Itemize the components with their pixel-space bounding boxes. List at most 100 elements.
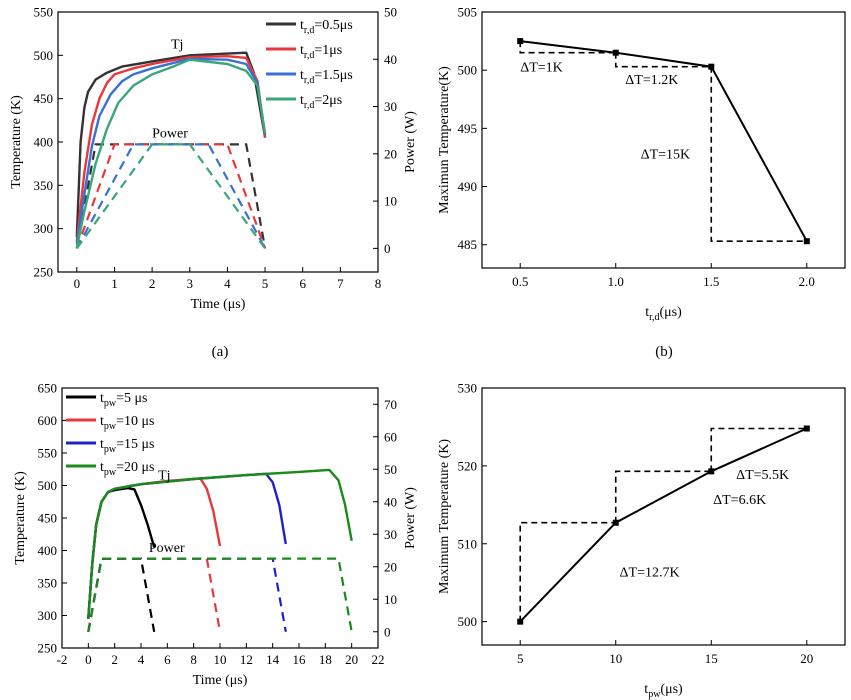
legend-label-main: t <box>300 43 304 58</box>
y-tick-label: 530 <box>458 381 478 396</box>
legend-label-subscript: pw <box>104 398 117 409</box>
delta-step-line <box>519 41 616 54</box>
power-series-line <box>75 143 266 250</box>
x-tick-label: 0 <box>85 652 92 667</box>
y-tick-label: 350 <box>38 576 58 591</box>
temperature-series-line <box>87 486 156 619</box>
x-tick-label: 16 <box>293 652 307 667</box>
delta-t-annotation: ΔT=1.2K <box>625 73 678 88</box>
x-tick-label: 5 <box>517 651 524 666</box>
temperature-series-line <box>87 468 353 619</box>
data-point-marker <box>612 519 619 526</box>
delta-t-annotation: ΔT=6.6K <box>713 493 766 508</box>
delta-step-line <box>519 521 616 622</box>
x-tick-label: 4 <box>138 652 145 667</box>
y2-tick-label: 60 <box>384 429 397 444</box>
max-temperature-line <box>520 40 808 242</box>
panel-caption: (b) <box>655 344 673 360</box>
data-point-marker <box>708 63 715 70</box>
x-axis-label-main: t <box>644 682 648 697</box>
y2-axis-label: Power (W) <box>403 111 418 173</box>
x-axis-label: tpw(μs) <box>644 682 683 700</box>
y-tick-label: 250 <box>34 265 54 280</box>
x-tick-label: 1.5 <box>703 274 719 289</box>
x-tick-label: 4 <box>224 276 231 291</box>
power-series-line <box>87 557 222 632</box>
delta-step-line <box>710 66 807 243</box>
x-axis-label-rest: (μs) <box>660 682 683 697</box>
legend-label-rest: =20 μs <box>116 460 154 475</box>
x-tick-label: -2 <box>57 652 68 667</box>
x-tick-label: 10 <box>214 652 227 667</box>
legend-label-subscript: pw <box>104 421 117 432</box>
x-axis-label: Time (μs) <box>193 673 248 688</box>
x-tick-label: 0 <box>74 276 81 291</box>
tj-annotation: Tj <box>158 469 170 484</box>
y-tick-label: 400 <box>34 135 54 150</box>
legend-label-subscript: r,d <box>304 100 314 111</box>
temperature-series-line <box>87 472 287 619</box>
y2-tick-label: 20 <box>384 559 397 574</box>
temperature-series-line <box>75 57 267 245</box>
legend-label-rest: =1.5μs <box>314 68 352 83</box>
x-tick-label: 22 <box>372 652 385 667</box>
x-tick-label: 0.5 <box>512 274 528 289</box>
power-series-line <box>87 557 156 632</box>
plot-frame <box>481 387 846 646</box>
y-tick-label: 600 <box>38 413 58 428</box>
legend-label: tpw=15 μs <box>100 437 154 455</box>
y2-tick-label: 30 <box>384 527 397 542</box>
power-series-line <box>75 143 267 249</box>
x-axis-label-main: t <box>645 305 649 320</box>
legend-label-rest: =10 μs <box>116 414 154 429</box>
x-tick-label: 5 <box>262 276 269 291</box>
y2-tick-label: 0 <box>384 241 391 256</box>
delta-step-line <box>614 52 712 68</box>
y2-tick-label: 50 <box>384 462 397 477</box>
y2-tick-label: 40 <box>384 494 397 509</box>
legend-label: tr,d=1.5μs <box>300 68 353 86</box>
legend-label-subscript: r,d <box>304 25 314 36</box>
data-point-marker <box>803 425 810 432</box>
legend-label-subscript: pw <box>104 444 117 455</box>
x-axis-label: tr,d(μs) <box>645 305 682 323</box>
x-axis-label-rest: (μs) <box>660 305 683 320</box>
y-tick-label: 250 <box>38 641 58 656</box>
x-tick-label: 2.0 <box>799 274 815 289</box>
y-axis-label: Temperature (K) <box>9 95 24 189</box>
power-series-line <box>87 557 353 632</box>
y-tick-label: 500 <box>38 478 58 493</box>
legend-label-rest: =0.5μs <box>314 18 352 33</box>
y-tick-label: 550 <box>38 446 58 461</box>
y-tick-label: 650 <box>38 381 58 396</box>
delta-step-line <box>710 427 807 472</box>
panel-b: 0.5 1.0 1.5 2.0 485 490 495 500 505 tr,d(μs) Maxim… <box>437 5 846 323</box>
y-tick-label: 485 <box>458 237 478 252</box>
temperature-series-line <box>75 55 267 242</box>
x-tick-label: 2 <box>111 652 118 667</box>
x-tick-label: 6 <box>299 276 306 291</box>
y-tick-label: 500 <box>458 614 478 629</box>
data-point-marker <box>517 618 524 625</box>
data-point-marker <box>803 238 810 245</box>
legend-label: tr,d=0.5μs <box>300 18 353 36</box>
tj-annotation: Tj <box>171 37 183 52</box>
legend-label: tpw=20 μs <box>100 460 154 478</box>
y2-axis-label: Power (W) <box>403 487 418 549</box>
data-point-marker <box>517 38 524 45</box>
legend-label: tr,d=1μs <box>300 43 342 61</box>
y2-tick-label: 20 <box>384 146 397 161</box>
delta-t-annotation: ΔT=12.7K <box>620 565 680 580</box>
y-tick-label: 300 <box>38 608 58 623</box>
y2-tick-label: 50 <box>384 5 397 20</box>
x-tick-label: 14 <box>266 652 280 667</box>
x-tick-label: 10 <box>609 651 622 666</box>
y-tick-label: 450 <box>38 511 58 526</box>
max-temperature-line <box>519 427 808 623</box>
x-tick-label: 20 <box>345 652 358 667</box>
x-tick-label: 20 <box>800 651 813 666</box>
legend-label: tpw=10 μs <box>100 414 154 432</box>
x-axis-label: Time (μs) <box>191 297 246 312</box>
x-tick-label: 1 <box>111 276 118 291</box>
